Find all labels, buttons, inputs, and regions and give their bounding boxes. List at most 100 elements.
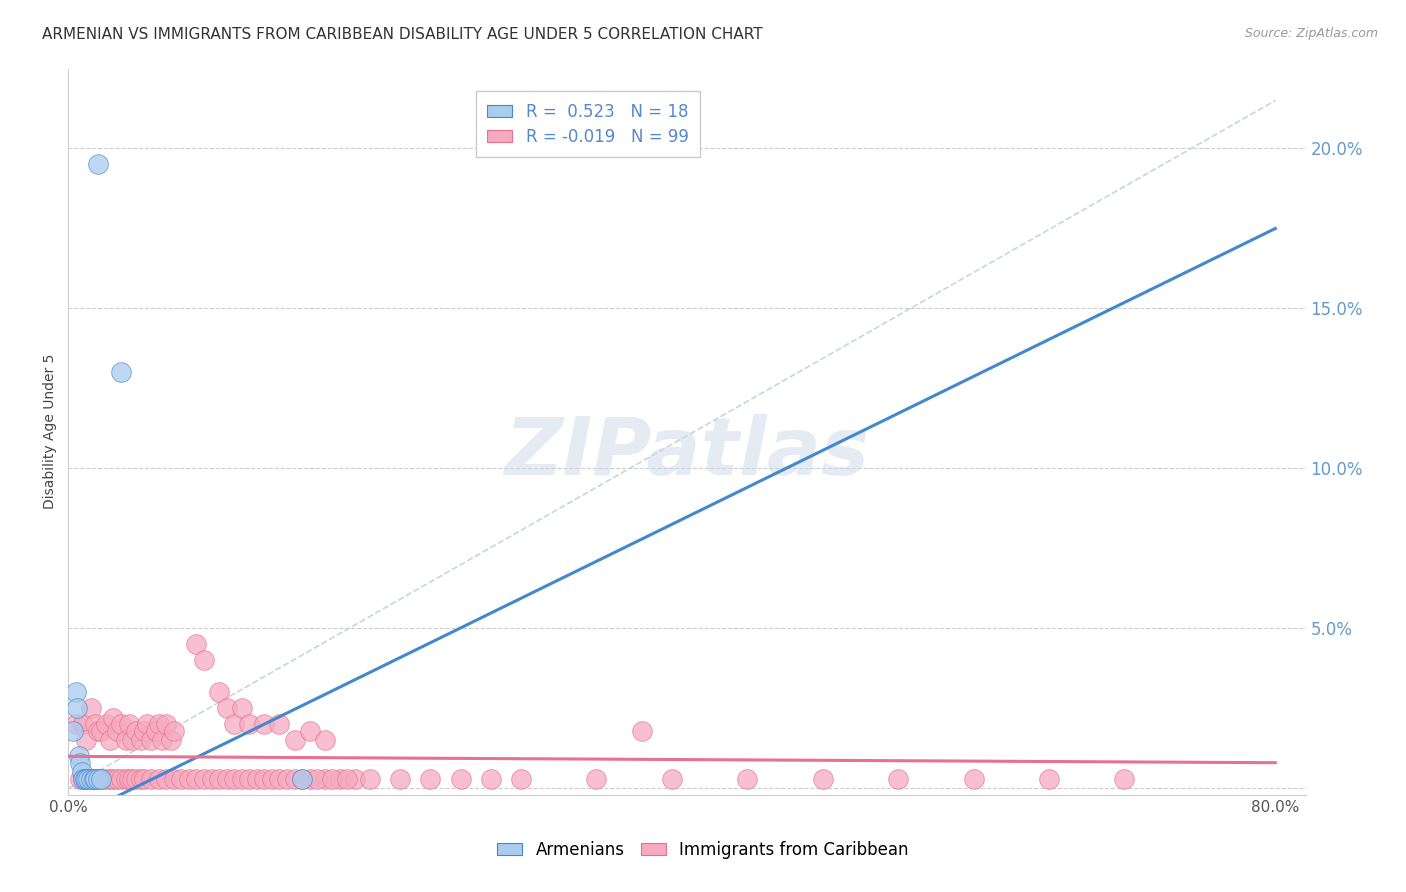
Point [163, 723, 186, 738]
Point [811, 772, 834, 786]
Point [160, 733, 183, 747]
Point [117, 772, 139, 786]
Legend: Armenians, Immigrants from Caribbean: Armenians, Immigrants from Caribbean [491, 835, 915, 866]
Point [389, 772, 412, 786]
Point [125, 772, 148, 786]
Point [231, 701, 253, 715]
Point [84, 772, 107, 786]
Point [100, 733, 122, 747]
Point [269, 772, 291, 786]
Point [69, 772, 91, 786]
Point [479, 772, 502, 786]
Point [314, 733, 336, 747]
Point [65, 685, 87, 699]
Point [87, 772, 110, 786]
Point [630, 723, 652, 738]
Point [253, 772, 276, 786]
Point [735, 772, 758, 786]
Point [141, 733, 163, 747]
Point [155, 772, 177, 786]
Point [155, 717, 177, 731]
Point [132, 723, 155, 738]
Point [284, 772, 307, 786]
Point [215, 701, 238, 715]
Point [509, 772, 531, 786]
Point [87, 723, 110, 738]
Point [72, 772, 94, 786]
Point [661, 772, 683, 786]
Point [215, 772, 238, 786]
Point [110, 717, 132, 731]
Point [72, 772, 94, 786]
Point [276, 772, 298, 786]
Point [284, 733, 307, 747]
Point [76, 772, 98, 786]
Point [80, 701, 103, 715]
Point [200, 772, 222, 786]
Point [100, 772, 122, 786]
Point [148, 717, 170, 731]
Point [145, 723, 167, 738]
Point [65, 717, 87, 731]
Point [105, 772, 128, 786]
Point [260, 772, 283, 786]
Point [186, 637, 208, 651]
Point [87, 772, 110, 786]
Point [117, 717, 139, 731]
Point [84, 772, 107, 786]
Point [238, 717, 260, 731]
Point [962, 772, 984, 786]
Point [114, 772, 136, 786]
Point [110, 772, 132, 786]
Point [67, 749, 90, 764]
Point [132, 772, 155, 786]
Point [186, 772, 208, 786]
Point [343, 772, 366, 786]
Y-axis label: Disability Age Under 5: Disability Age Under 5 [44, 354, 58, 509]
Point [141, 772, 163, 786]
Text: Source: ZipAtlas.com: Source: ZipAtlas.com [1244, 27, 1378, 40]
Point [110, 366, 132, 380]
Point [291, 772, 314, 786]
Point [103, 772, 125, 786]
Point [73, 772, 96, 786]
Point [121, 733, 143, 747]
Point [246, 772, 269, 786]
Point [419, 772, 441, 786]
Point [114, 733, 136, 747]
Point [66, 701, 89, 715]
Point [208, 685, 231, 699]
Point [90, 772, 112, 786]
Point [62, 723, 84, 738]
Point [307, 772, 329, 786]
Point [359, 772, 381, 786]
Text: ZIPatlas: ZIPatlas [505, 415, 869, 492]
Point [224, 717, 246, 731]
Point [269, 717, 291, 731]
Point [129, 733, 152, 747]
Point [253, 717, 276, 731]
Point [231, 772, 253, 786]
Point [69, 756, 91, 770]
Point [129, 772, 152, 786]
Point [321, 772, 343, 786]
Point [90, 723, 112, 738]
Point [298, 772, 321, 786]
Point [450, 772, 472, 786]
Point [150, 733, 173, 747]
Legend: R =  0.523   N = 18, R = -0.019   N = 99: R = 0.523 N = 18, R = -0.019 N = 99 [475, 91, 700, 157]
Point [90, 772, 112, 786]
Point [177, 772, 200, 786]
Point [83, 772, 105, 786]
Point [585, 772, 607, 786]
Point [121, 772, 143, 786]
Point [329, 772, 352, 786]
Point [75, 733, 97, 747]
Text: ARMENIAN VS IMMIGRANTS FROM CARIBBEAN DISABILITY AGE UNDER 5 CORRELATION CHART: ARMENIAN VS IMMIGRANTS FROM CARIBBEAN DI… [42, 27, 763, 42]
Point [135, 717, 157, 731]
Point [80, 772, 103, 786]
Point [94, 772, 117, 786]
Point [1038, 772, 1060, 786]
Point [84, 717, 107, 731]
Point [94, 717, 117, 731]
